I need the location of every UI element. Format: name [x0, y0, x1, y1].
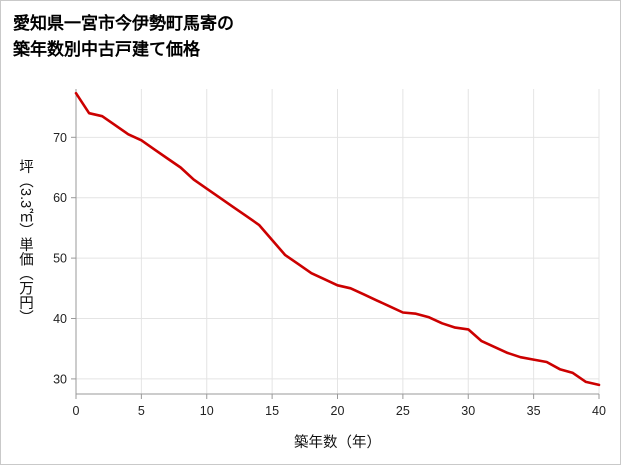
- x-tick-label: 20: [331, 404, 345, 418]
- page-title-line2: 築年数別中古戸建て価格: [13, 40, 200, 60]
- x-axis-label: 築年数（年）: [294, 435, 381, 451]
- y-tick-label: 30: [53, 372, 67, 386]
- x-tick-label: 15: [265, 404, 279, 418]
- chart-svg: 0 5 10 15 20 25 30 35 40 30 40 50 60 70: [53, 89, 606, 418]
- y-axis-label: 坪（3.3㎡）単価（万円）: [17, 158, 33, 325]
- x-tick-label: 5: [138, 404, 145, 418]
- x-tick-label: 10: [200, 404, 214, 418]
- page-title: 愛知県一宮市今伊勢町馬寄の 築年数別中古戸建て価格: [13, 11, 234, 64]
- x-tick-label: 25: [396, 404, 410, 418]
- y-tick-label: 50: [53, 252, 67, 266]
- price-line: [74, 91, 601, 387]
- y-tick-label: 40: [53, 312, 67, 326]
- chart-area: 0 5 10 15 20 25 30 35 40 30 40 50 60 70: [1, 79, 621, 439]
- x-tick-label: 40: [592, 404, 606, 418]
- page-title-line1: 愛知県一宮市今伊勢町馬寄の: [13, 14, 234, 33]
- y-tick-label: 70: [53, 131, 67, 145]
- y-tick-label: 60: [53, 191, 67, 205]
- x-tick-label: 0: [73, 404, 80, 418]
- x-tick-label: 35: [527, 404, 541, 418]
- x-tick-label: 30: [461, 404, 475, 418]
